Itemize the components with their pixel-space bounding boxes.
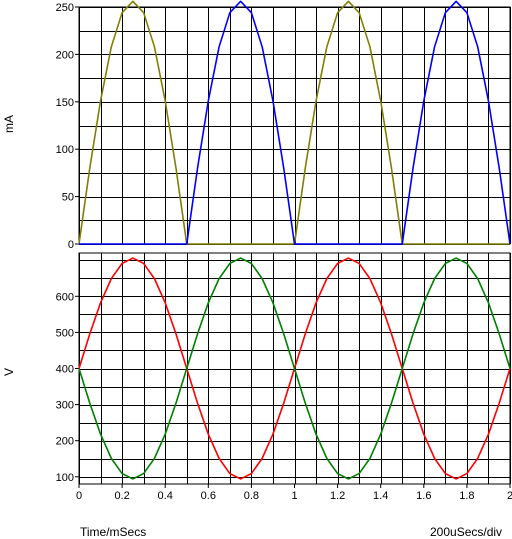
voltage-xtick-label: 2 bbox=[507, 490, 512, 502]
voltage-panel: 100 200 300 400 500 600 0 0.2 0.4 0.6 0.8 1 1.2 1.4 1.… bbox=[56, 252, 512, 502]
current-ytick-label: 200 bbox=[56, 49, 74, 61]
voltage-axis-unit: V bbox=[2, 368, 16, 376]
voltage-ytick-label: 300 bbox=[56, 400, 74, 412]
voltage-ytick-label: 600 bbox=[56, 291, 74, 303]
current-plot-frame bbox=[78, 6, 511, 245]
voltage-xtick-label: 1 bbox=[291, 490, 297, 502]
voltage-ytick-label: 100 bbox=[56, 472, 74, 484]
current-panel: 0 50 100 150 200 250 bbox=[56, 0, 511, 251]
current-ytick-label: 250 bbox=[56, 2, 74, 14]
voltage-xtick-label: 0.8 bbox=[244, 490, 259, 502]
voltage-xtick-label: 1.8 bbox=[459, 490, 474, 502]
voltage-xtick-label: 0.6 bbox=[201, 490, 216, 502]
voltage-xtick-label: 0 bbox=[76, 490, 82, 502]
time-axis-label: Time/mSecs bbox=[80, 525, 147, 539]
current-ytick-label: 50 bbox=[62, 192, 74, 204]
time-per-division-label: 200uSecs/div bbox=[430, 525, 503, 539]
voltage-xtick-label: 1.2 bbox=[330, 490, 345, 502]
voltage-ytick-label: 500 bbox=[56, 327, 74, 339]
current-ytick-label: 0 bbox=[68, 239, 74, 251]
voltage-ytick-label: 400 bbox=[56, 364, 74, 376]
current-series-1-line bbox=[79, 0, 511, 245]
voltage-xtick-label: 1.4 bbox=[373, 490, 388, 502]
voltage-xtick-label: 0.2 bbox=[114, 490, 129, 502]
current-axis-unit: mA bbox=[2, 115, 16, 133]
voltage-xtick-label: 0.4 bbox=[158, 490, 173, 502]
voltage-ytick-label: 200 bbox=[56, 436, 74, 448]
current-ytick-label: 150 bbox=[56, 97, 74, 109]
current-ytick-label: 100 bbox=[56, 144, 74, 156]
voltage-series-1-line bbox=[78, 257, 511, 480]
voltage-xtick-label: 1.6 bbox=[416, 490, 431, 502]
